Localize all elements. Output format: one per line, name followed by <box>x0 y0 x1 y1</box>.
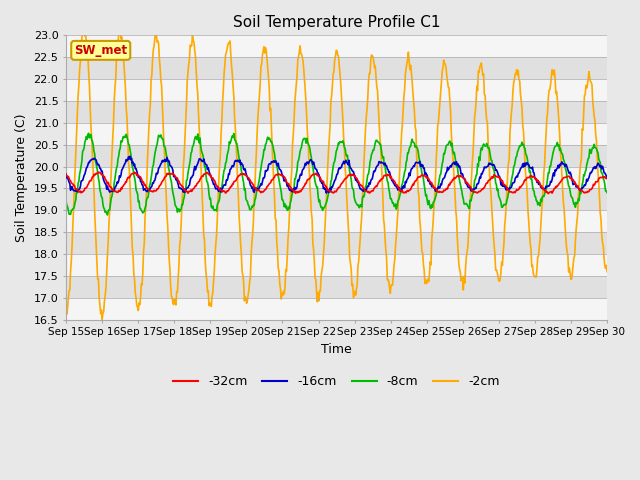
-32cm <box>129 171 136 177</box>
-16cm <box>212 186 220 192</box>
Bar <box>66 276 607 298</box>
-8cm <box>603 190 611 195</box>
Legend: -32cm, -16cm, -8cm, -2cm: -32cm, -16cm, -8cm, -2cm <box>168 370 505 393</box>
Bar <box>66 123 607 145</box>
-16cm <box>129 160 136 166</box>
-16cm <box>603 175 611 181</box>
Bar <box>66 36 607 57</box>
Text: SW_met: SW_met <box>74 44 127 57</box>
Bar <box>66 189 607 210</box>
-8cm <box>129 166 137 172</box>
-16cm <box>126 153 134 159</box>
Bar <box>66 232 607 254</box>
-8cm <box>72 197 80 203</box>
-2cm <box>404 57 412 62</box>
-2cm <box>80 19 88 24</box>
-16cm <box>62 171 70 177</box>
Y-axis label: Soil Temperature (C): Soil Temperature (C) <box>15 113 28 242</box>
-16cm <box>72 188 80 193</box>
-2cm <box>603 269 611 275</box>
Bar <box>66 101 607 123</box>
Bar <box>66 254 607 276</box>
-2cm <box>62 308 70 313</box>
-2cm <box>420 262 428 267</box>
-32cm <box>603 176 611 181</box>
-32cm <box>403 188 411 194</box>
Bar <box>66 167 607 189</box>
-32cm <box>62 172 70 178</box>
Bar <box>66 210 607 232</box>
-16cm <box>404 176 412 181</box>
-2cm <box>212 232 220 238</box>
-32cm <box>212 181 220 187</box>
-8cm <box>420 176 428 182</box>
-2cm <box>72 150 80 156</box>
Bar <box>66 298 607 320</box>
Bar <box>66 79 607 101</box>
-16cm <box>183 185 191 191</box>
Line: -2cm: -2cm <box>66 22 607 319</box>
-8cm <box>104 212 111 218</box>
Line: -8cm: -8cm <box>66 133 607 215</box>
-2cm <box>184 69 192 75</box>
Title: Soil Temperature Profile C1: Soil Temperature Profile C1 <box>233 15 440 30</box>
-2cm <box>129 252 137 258</box>
Bar <box>66 57 607 79</box>
-8cm <box>84 131 92 136</box>
-16cm <box>420 166 428 171</box>
Bar <box>66 145 607 167</box>
-8cm <box>62 199 70 204</box>
-32cm <box>72 187 80 192</box>
-32cm <box>94 169 102 175</box>
-8cm <box>212 208 220 214</box>
-32cm <box>183 189 191 195</box>
Line: -32cm: -32cm <box>66 172 607 193</box>
X-axis label: Time: Time <box>321 343 352 356</box>
-32cm <box>419 172 426 178</box>
Line: -16cm: -16cm <box>66 156 607 193</box>
-8cm <box>404 150 412 156</box>
-2cm <box>99 316 106 322</box>
-16cm <box>323 190 330 196</box>
-32cm <box>545 191 552 196</box>
-8cm <box>184 170 192 176</box>
